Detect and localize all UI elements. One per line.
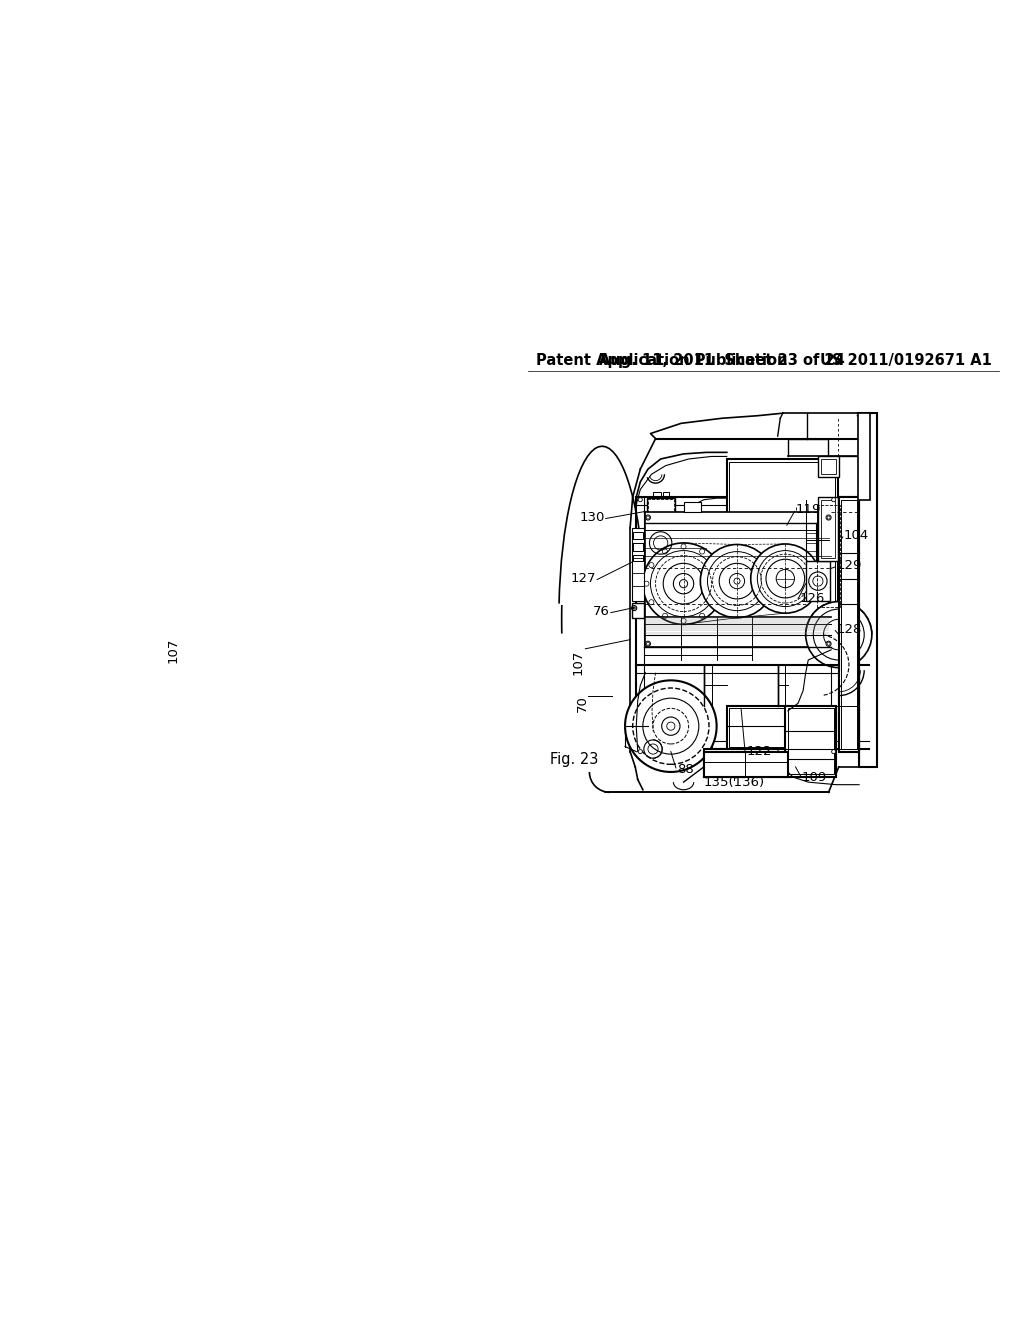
Circle shape [751, 544, 820, 614]
Bar [818, 498, 838, 561]
Bar [647, 498, 676, 521]
Text: 127: 127 [570, 572, 596, 585]
Bar [664, 492, 670, 498]
Text: 104: 104 [844, 529, 869, 541]
Text: Patent Application Publication: Patent Application Publication [536, 354, 787, 368]
Circle shape [826, 642, 831, 647]
Circle shape [700, 544, 773, 618]
Bar [633, 532, 643, 540]
Circle shape [806, 602, 871, 668]
Bar [633, 554, 643, 561]
Bar [684, 502, 701, 512]
Text: 119: 119 [796, 503, 821, 516]
Bar [703, 751, 787, 777]
Text: 70: 70 [577, 696, 589, 713]
Bar [648, 499, 675, 520]
Text: 129: 129 [837, 560, 861, 573]
Bar [703, 748, 787, 777]
Text: 128: 128 [837, 623, 861, 636]
Text: 130: 130 [580, 511, 605, 524]
Text: Aug. 11, 2011  Sheet 23 of 24: Aug. 11, 2011 Sheet 23 of 24 [599, 354, 845, 368]
Circle shape [638, 750, 642, 754]
Circle shape [831, 750, 836, 754]
Text: 107: 107 [571, 649, 585, 676]
Text: 88: 88 [677, 763, 693, 776]
Circle shape [826, 515, 831, 520]
Text: Fig. 23: Fig. 23 [550, 751, 599, 767]
Bar [817, 504, 840, 607]
Circle shape [643, 543, 724, 624]
Bar [806, 561, 830, 602]
Bar [632, 603, 644, 618]
Text: 126: 126 [799, 593, 824, 606]
Text: 76: 76 [593, 605, 609, 618]
Bar [727, 706, 787, 748]
Circle shape [674, 573, 693, 594]
Circle shape [662, 717, 680, 735]
Text: 122: 122 [746, 744, 772, 758]
Bar [785, 706, 837, 777]
Circle shape [645, 642, 650, 647]
Bar [839, 498, 859, 751]
Bar [645, 512, 828, 647]
Bar [821, 459, 837, 474]
Text: 107: 107 [167, 638, 179, 663]
Bar [859, 413, 877, 767]
Bar [842, 500, 857, 748]
Bar [858, 413, 870, 500]
Circle shape [638, 498, 642, 502]
Text: US 2011/0192671 A1: US 2011/0192671 A1 [819, 354, 991, 368]
Circle shape [831, 498, 836, 502]
Bar [821, 500, 836, 558]
Circle shape [625, 680, 717, 772]
Bar [632, 528, 644, 602]
Text: 109: 109 [802, 771, 826, 784]
Text: 135(136): 135(136) [703, 776, 765, 788]
Circle shape [776, 569, 795, 587]
Bar [727, 459, 838, 627]
Bar [729, 462, 836, 624]
Circle shape [645, 515, 650, 520]
Bar [787, 709, 834, 775]
Bar [633, 543, 643, 550]
Bar [707, 751, 785, 775]
Bar [653, 492, 660, 498]
Bar [729, 709, 785, 747]
Circle shape [729, 573, 744, 589]
Bar [818, 457, 839, 477]
